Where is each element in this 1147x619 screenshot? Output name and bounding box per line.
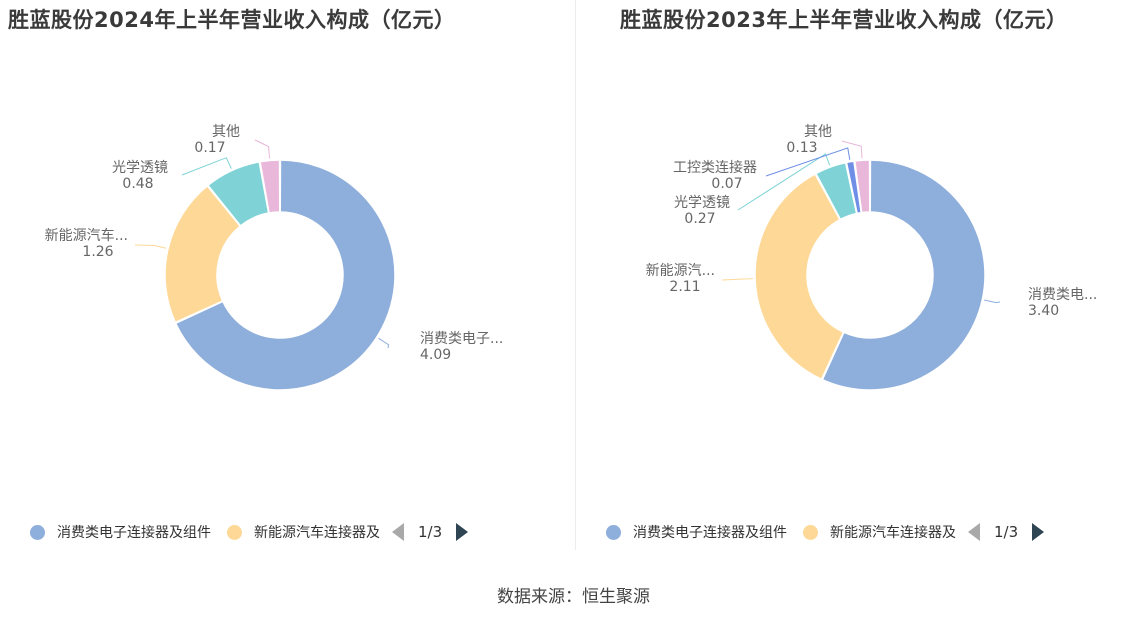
pie-slice-2[interactable] xyxy=(754,172,845,381)
slice-name-label: 光学透镜 xyxy=(112,160,168,176)
legend-pager: 1/3 xyxy=(968,523,1045,541)
chart-title: 胜蓝股份2024年上半年营业收入构成（亿元） xyxy=(8,8,456,32)
pie-slice-5[interactable] xyxy=(853,159,871,214)
slice-value-label: 0.48 xyxy=(122,176,153,192)
slice-name-label: 其他 xyxy=(212,124,240,140)
slice-value-label: 4.09 xyxy=(420,347,451,363)
leader-line-2 xyxy=(134,244,167,249)
leader-line-3 xyxy=(737,153,831,211)
slice-name-label: 新能源汽车... xyxy=(45,227,128,244)
legend-page-indicator: 1/3 xyxy=(418,523,443,541)
legend-prev-arrow-icon[interactable] xyxy=(392,523,404,541)
leader-line-5 xyxy=(841,140,863,159)
legend-marker xyxy=(803,524,818,540)
data-source-note: 数据来源：恒生聚源 xyxy=(497,587,650,607)
slice-value-label: 0.17 xyxy=(194,140,225,156)
legend-marker xyxy=(30,524,45,540)
pie-slice-1[interactable] xyxy=(174,159,396,391)
pie-slice-4[interactable] xyxy=(259,159,281,214)
chart-title: 胜蓝股份2023年上半年营业收入构成（亿元） xyxy=(620,8,1068,32)
legend-item[interactable]: 新能源汽车连接器及 xyxy=(227,522,380,542)
slice-value-label: 0.07 xyxy=(711,176,742,192)
leader-line-1 xyxy=(378,337,390,349)
legend-marker xyxy=(606,524,621,540)
leader-line-4 xyxy=(765,147,851,177)
leader-line-2 xyxy=(721,278,754,281)
legend-prev-arrow-icon[interactable] xyxy=(968,523,980,541)
legend-pager: 1/3 xyxy=(392,523,469,541)
chart-legend: 消费类电子连接器及组件 新能源汽车连接器及 1/3 xyxy=(30,518,469,546)
leader-line-4 xyxy=(254,139,271,159)
pie-slice-3[interactable] xyxy=(206,161,270,227)
legend-marker xyxy=(227,524,242,540)
legend-item[interactable]: 消费类电子连接器及组件 xyxy=(606,522,787,542)
slice-name-label: 工控类连接器 xyxy=(673,159,757,176)
legend-item[interactable]: 新能源汽车连接器及 xyxy=(803,522,956,542)
pie-slice-1[interactable] xyxy=(821,159,986,391)
leader-line-3 xyxy=(181,157,232,176)
chart-panel-2023: 胜蓝股份2023年上半年营业收入构成（亿元） 消费类电... 3.40 新能源汽..… xyxy=(576,0,1147,555)
legend-page-indicator: 1/3 xyxy=(994,523,1019,541)
slice-name-label: 新能源汽... xyxy=(646,263,715,279)
pie-slice-2[interactable] xyxy=(164,184,242,324)
slice-name-label: 消费类电子... xyxy=(420,331,503,347)
slice-value-label: 3.40 xyxy=(1028,303,1059,319)
legend-item[interactable]: 消费类电子连接器及组件 xyxy=(30,522,211,542)
slice-value-label: 2.11 xyxy=(669,279,700,295)
legend-label: 消费类电子连接器及组件 xyxy=(633,525,787,541)
leader-line-1 xyxy=(984,299,1001,304)
slice-name-label: 其他 xyxy=(804,124,832,140)
legend-next-arrow-icon[interactable] xyxy=(1032,523,1045,541)
slice-value-label: 1.26 xyxy=(82,244,113,260)
legend-label: 新能源汽车连接器及 xyxy=(254,525,380,541)
legend-label: 消费类电子连接器及组件 xyxy=(57,525,211,541)
chart-legend: 消费类电子连接器及组件 新能源汽车连接器及 1/3 xyxy=(606,518,1045,546)
slice-value-label: 0.13 xyxy=(786,140,817,156)
legend-next-arrow-icon[interactable] xyxy=(456,523,469,541)
slice-value-label: 0.27 xyxy=(684,211,715,227)
chart-panel-2024: 胜蓝股份2024年上半年营业收入构成（亿元） 消费类电子... 4.09 新能源汽车… xyxy=(0,0,574,555)
slice-name-label: 光学透镜 xyxy=(674,195,730,211)
legend-label: 新能源汽车连接器及 xyxy=(830,525,956,541)
panel-divider xyxy=(575,0,576,550)
slice-name-label: 消费类电... xyxy=(1028,287,1097,303)
